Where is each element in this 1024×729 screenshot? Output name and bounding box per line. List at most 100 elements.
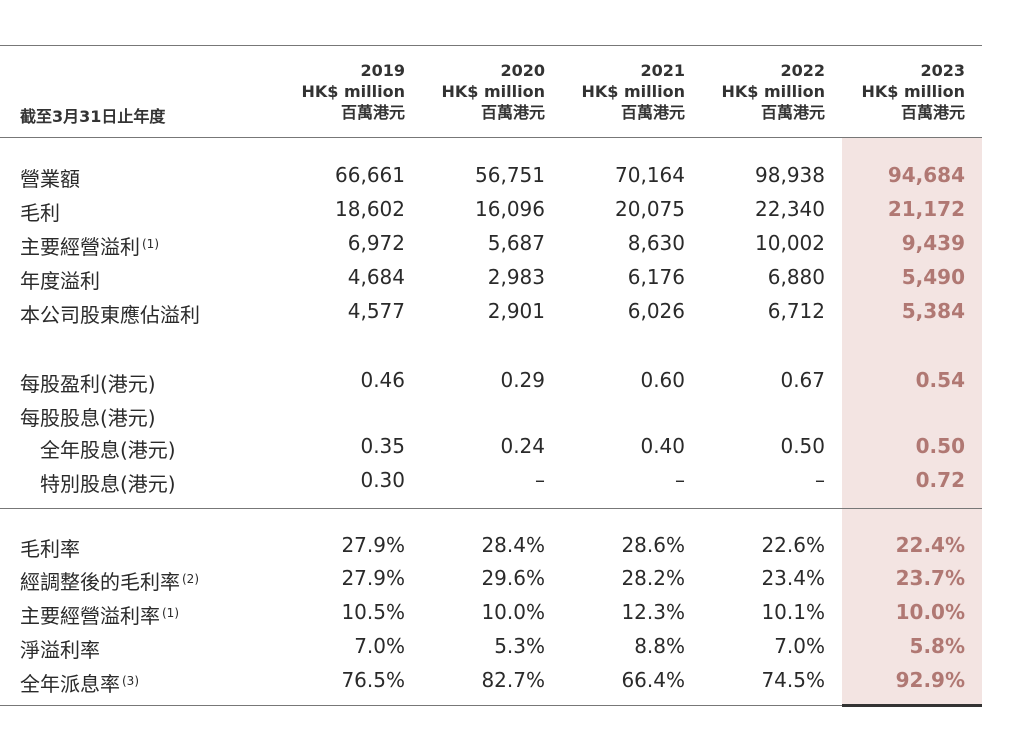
column-header-2019: 2019 HK$ million 百萬港元 [302, 60, 405, 123]
column-header-unit-zh: 百萬港元 [340, 103, 405, 122]
column-header-unit-en: HK$ million [721, 82, 825, 101]
row-label: 每股股息(港元) [20, 402, 156, 431]
column-header-unit-zh: 百萬港元 [900, 103, 965, 122]
table-cell: 6,176 [627, 265, 685, 289]
section-rule [0, 508, 982, 509]
table-cell: 0.60 [640, 368, 685, 392]
table-cell: 22,340 [755, 197, 825, 221]
row-label: 全年股息(港元) [40, 434, 176, 463]
row-label-text: 每股盈利(港元) [20, 372, 156, 396]
footnote-marker: (2) [182, 572, 199, 586]
footnote-marker: (3) [122, 674, 139, 688]
row-label-text: 營業額 [20, 167, 80, 191]
table-cell: 9,439 [901, 231, 965, 255]
footnote-marker: (1) [162, 606, 179, 620]
table-cell: 82.7% [481, 668, 545, 692]
row-label: 年度溢利 [20, 265, 100, 294]
table-cell: 18,602 [335, 197, 405, 221]
row-label: 全年派息率 (3) [20, 668, 139, 697]
column-header-unit-zh: 百萬港元 [620, 103, 685, 122]
table-cell: 20,075 [615, 197, 685, 221]
table-cell: 5.3% [494, 634, 545, 658]
table-cell: 27.9% [341, 566, 405, 590]
table-cell: 8,630 [627, 231, 685, 255]
row-label: 毛利 [20, 197, 60, 226]
table-cell: 6,026 [627, 299, 685, 323]
column-header-unit-en: HK$ million [581, 82, 685, 101]
table-cell: 98,938 [755, 163, 825, 187]
table-cell: 10.1% [761, 600, 825, 624]
table-cell: 4,684 [347, 265, 405, 289]
table-cell: 8.8% [634, 634, 685, 658]
table-cell: 5,490 [901, 265, 965, 289]
table-cell: 0.54 [915, 368, 965, 392]
table-cell: 2,983 [487, 265, 545, 289]
table-cell: 6,880 [767, 265, 825, 289]
table-cell: 12.3% [621, 600, 685, 624]
table-cell: 10.0% [895, 600, 965, 624]
table-cell: 66.4% [621, 668, 685, 692]
table-cell: 7.0% [774, 634, 825, 658]
table-cell: 2,901 [487, 299, 545, 323]
row-label: 本公司股東應佔溢利 [20, 299, 200, 328]
column-header-2021: 2021 HK$ million 百萬港元 [582, 60, 685, 123]
row-label: 主要經營溢利 (1) [20, 231, 159, 260]
column-header-unit-en: HK$ million [441, 82, 545, 101]
table-cell: 5,687 [487, 231, 545, 255]
row-label-text: 年度溢利 [20, 269, 100, 293]
row-label: 營業額 [20, 163, 80, 192]
table-cell: 94,684 [887, 163, 965, 187]
table-cell: 10.0% [481, 600, 545, 624]
table-cell: 28.4% [481, 533, 545, 557]
row-label-text: 特別股息(港元) [40, 472, 176, 496]
table-cell: 0.35 [360, 434, 405, 458]
row-label: 淨溢利率 [20, 634, 100, 663]
table-cell: 6,972 [347, 231, 405, 255]
bottom-rule [0, 705, 842, 706]
table-cell: 22.4% [895, 533, 965, 557]
column-header-year: 2020 [500, 61, 545, 80]
table-cell: 66,661 [335, 163, 405, 187]
column-header-unit-en: HK$ million [301, 82, 405, 101]
table-cell: 0.29 [500, 368, 545, 392]
row-label: 主要經營溢利率 (1) [20, 600, 179, 629]
table-cell: 56,751 [475, 163, 545, 187]
row-label: 經調整後的毛利率 (2) [20, 566, 199, 595]
row-label-text: 主要經營溢利 [20, 235, 140, 259]
row-label-text: 本公司股東應佔溢利 [20, 303, 200, 327]
table-cell: 0.72 [915, 468, 965, 492]
table-cell: 28.2% [621, 566, 685, 590]
column-header-unit-zh: 百萬港元 [760, 103, 825, 122]
table-cell: 23.7% [895, 566, 965, 590]
period-label: 截至3月31日止年度 [20, 107, 166, 126]
top-rule [0, 45, 982, 46]
footnote-marker: (1) [142, 237, 159, 251]
row-label-text: 全年股息(港元) [40, 438, 176, 462]
table-cell: 28.6% [621, 533, 685, 557]
row-label-text: 毛利率 [20, 537, 80, 561]
table-cell: 0.30 [360, 468, 405, 492]
column-header-2022: 2022 HK$ million 百萬港元 [722, 60, 825, 123]
table-cell: 0.40 [640, 434, 685, 458]
table-cell: 70,164 [615, 163, 685, 187]
table-cell: 0.46 [360, 368, 405, 392]
table-cell: 21,172 [887, 197, 965, 221]
table-cell: 16,096 [475, 197, 545, 221]
row-label-text: 淨溢利率 [20, 638, 100, 662]
column-header-year: 2023 [920, 61, 965, 80]
column-header-year: 2022 [780, 61, 825, 80]
row-label-text: 毛利 [20, 201, 60, 225]
table-cell: 22.6% [761, 533, 825, 557]
table-cell: 6,712 [767, 299, 825, 323]
row-label: 特別股息(港元) [40, 468, 176, 497]
table-cell: 0.67 [780, 368, 825, 392]
table-cell: 23.4% [761, 566, 825, 590]
table-cell: 4,577 [347, 299, 405, 323]
row-label-text: 每股股息(港元) [20, 406, 156, 430]
table-cell: 0.24 [500, 434, 545, 458]
row-label: 每股盈利(港元) [20, 368, 156, 397]
table-cell: 0.50 [780, 434, 825, 458]
table-cell: 29.6% [481, 566, 545, 590]
row-label-text: 主要經營溢利率 [20, 604, 160, 628]
column-header-2020: 2020 HK$ million 百萬港元 [442, 60, 545, 123]
